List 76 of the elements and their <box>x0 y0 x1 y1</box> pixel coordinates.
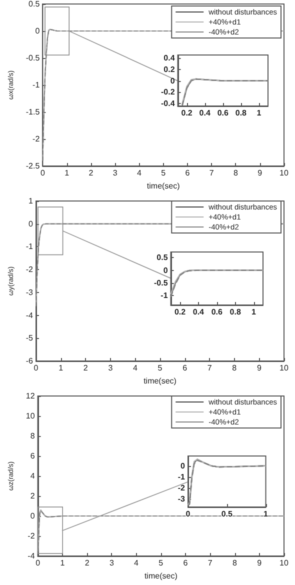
y-tick-label: 4 <box>30 472 36 480</box>
x-tick-label: 2 <box>88 168 94 178</box>
x-tick-label: 3 <box>112 168 118 178</box>
x-axis-title: time(sec) <box>144 376 177 386</box>
x-axis-title: time(sec) <box>144 572 178 580</box>
y-tick-label: 6 <box>30 452 36 460</box>
y-tick-label: 2 <box>30 492 36 500</box>
y-tick-label: 0.5 <box>28 0 40 8</box>
x-axis-title: time(sec) <box>146 182 180 190</box>
y-tick-label: -2 <box>178 483 186 492</box>
y-tick-label: -0.4 <box>160 99 176 108</box>
x-tick-label: 1 <box>256 108 262 118</box>
x-tick-label: 0.6 <box>217 108 229 118</box>
x-tick-label: 8 <box>232 558 238 568</box>
x-tick-label: 0.4 <box>199 108 211 118</box>
x-tick-label: 0.8 <box>235 108 248 118</box>
y-tick-label: -3 <box>26 288 34 297</box>
x-tick-label: 0.6 <box>211 308 223 316</box>
x-tick-label: 9 <box>257 558 262 568</box>
x-tick-label: 5 <box>161 168 166 178</box>
y-tick-label: -2 <box>26 265 34 274</box>
y-tick-label: -2.5 <box>26 162 40 170</box>
y-tick-label: -1 <box>160 291 168 300</box>
y-tick-label: -1.5 <box>26 108 40 116</box>
y-tick-label: 0.4 <box>164 53 176 62</box>
x-tick-label: 10 <box>280 168 289 178</box>
x-tick-label: 0.5 <box>221 510 233 518</box>
y-tick-label: 0.5 <box>156 253 168 262</box>
y-tick-label: -6 <box>26 356 34 366</box>
x-tick-label: 2 <box>83 364 88 372</box>
y-tick-label: -0.2 <box>160 88 176 97</box>
x-tick-label: 2 <box>84 558 90 568</box>
y-tick-label: -2 <box>32 134 40 144</box>
x-tick-label: 8 <box>234 168 239 178</box>
y-tick-label: -0.5 <box>26 54 40 62</box>
y-tick-label: -1 <box>26 242 34 252</box>
y-tick-label: 0 <box>163 266 168 275</box>
y-tick-label: 0 <box>170 76 176 86</box>
x-tick-label: 1 <box>58 364 64 372</box>
x-tick-label: 0.4 <box>192 308 205 316</box>
x-tick-label: 1 <box>264 510 269 518</box>
y-tick-label: -4 <box>28 552 36 560</box>
y-tick-label: 10 <box>26 412 36 420</box>
x-tick-label: 8 <box>232 364 238 372</box>
y-tick-label: -4 <box>26 310 34 320</box>
x-tick-label: 5 <box>158 558 164 568</box>
y-tick-label: -0.5 <box>154 278 168 288</box>
x-tick-label: 10 <box>280 558 289 568</box>
x-tick-label: 4 <box>134 558 140 568</box>
x-tick-label: 7 <box>208 558 213 568</box>
x-tick-label: 4 <box>132 364 138 372</box>
x-tick-label: 0.8 <box>230 308 242 316</box>
x-tick-label: 4 <box>136 168 142 178</box>
y-tick-label: 0 <box>180 461 186 470</box>
x-tick-label: 1 <box>64 168 70 178</box>
y-tick-label: 12 <box>26 392 36 400</box>
y-tick-label: -5 <box>26 334 34 343</box>
y-tick-label: -3 <box>178 494 186 504</box>
y-tick-label: 1 <box>28 196 34 206</box>
y-tick-label: 8 <box>30 432 36 440</box>
x-tick-label: 10 <box>280 364 289 372</box>
x-tick-label: 3 <box>108 364 114 372</box>
x-tick-label: 1 <box>252 308 257 316</box>
y-tick-label: 0 <box>28 219 34 228</box>
y-tick-label: 0.2 <box>164 64 176 74</box>
y-tick-label: 0 <box>35 26 40 36</box>
x-tick-label: 9 <box>256 364 262 372</box>
y-tick-label: -1 <box>178 472 186 482</box>
x-tick-label: 7 <box>209 168 214 178</box>
x-tick-label: 7 <box>207 364 212 372</box>
x-tick-label: 3 <box>109 558 114 568</box>
x-tick-label: 9 <box>258 168 263 178</box>
y-tick-label: -2 <box>28 532 36 540</box>
x-tick-label: 1 <box>60 558 66 568</box>
x-tick-label: 5 <box>158 364 163 372</box>
y-tick-label: -1 <box>32 80 40 90</box>
